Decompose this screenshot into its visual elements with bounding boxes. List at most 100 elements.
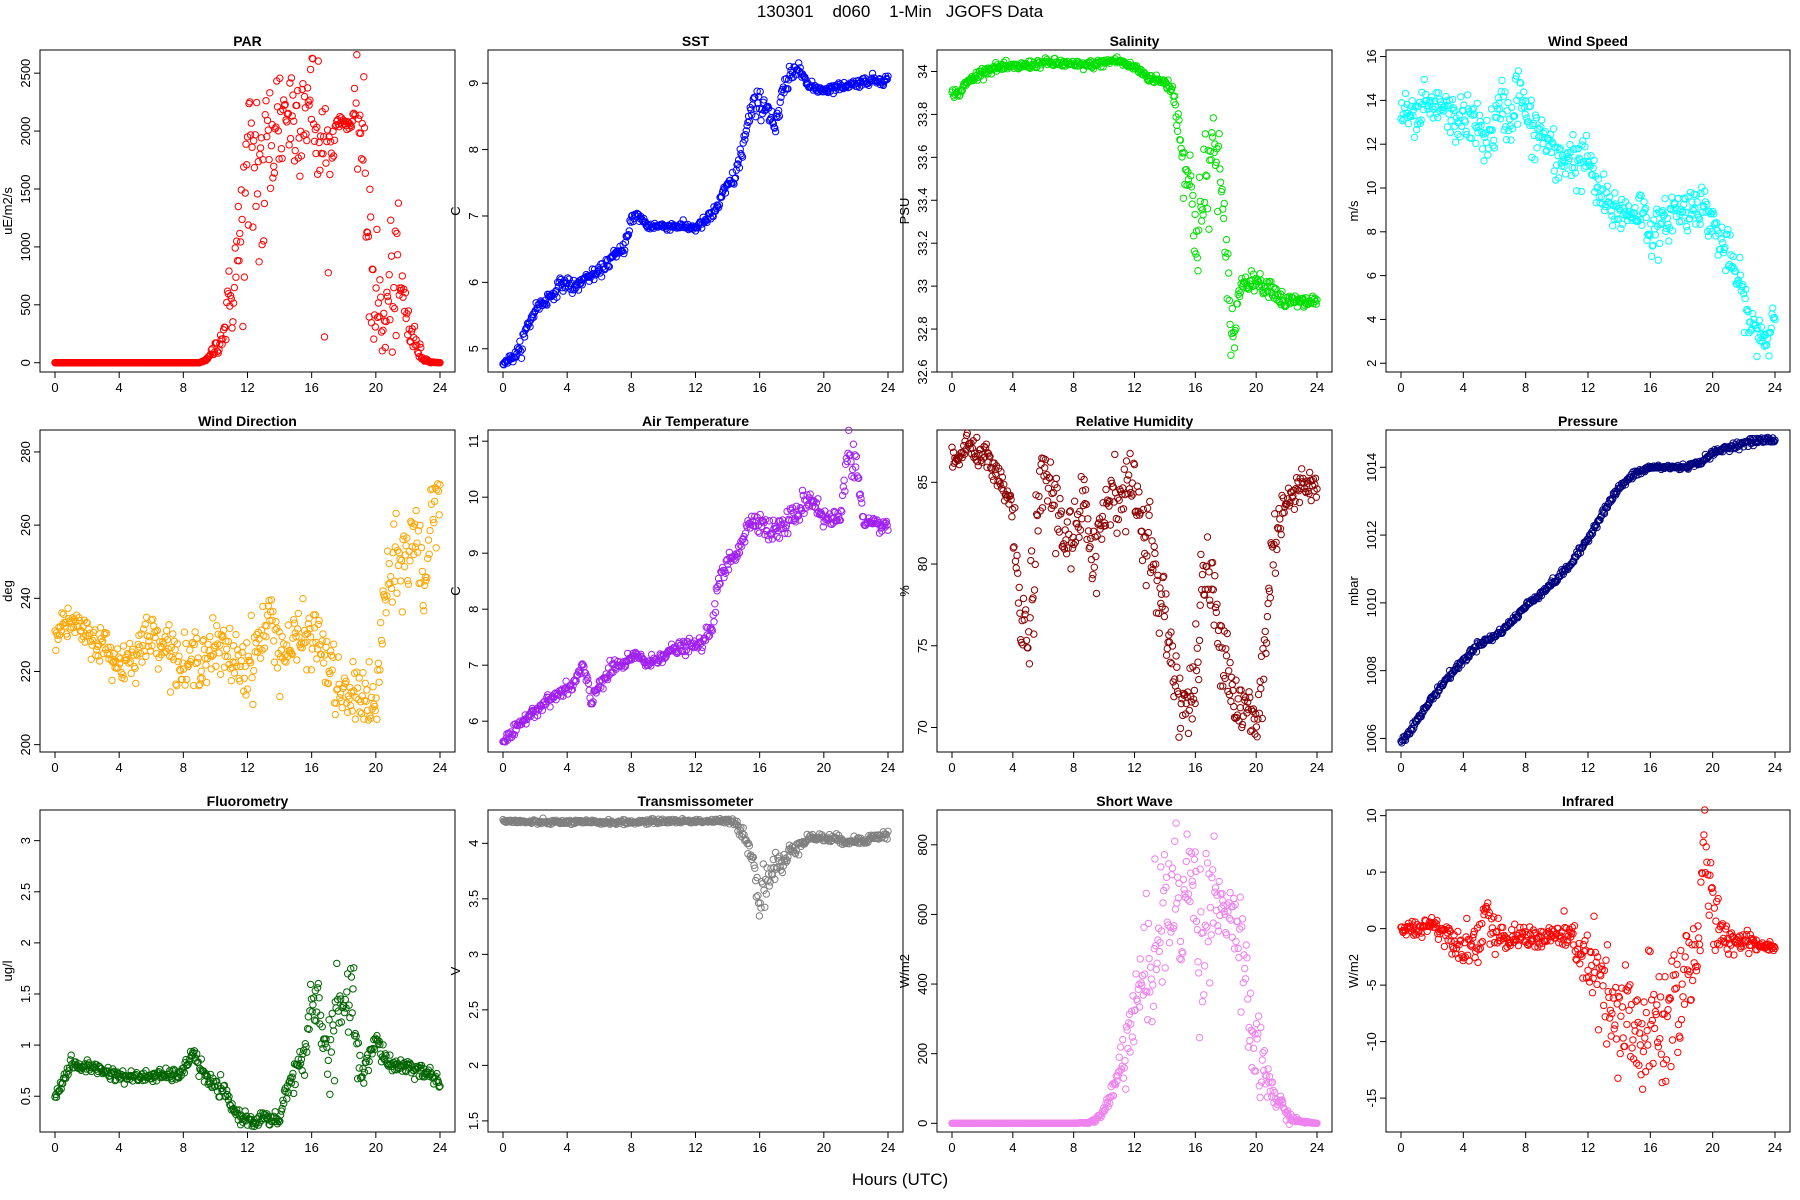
data-point <box>329 1021 337 1029</box>
x-tick-label: 8 <box>1522 380 1529 395</box>
data-point <box>1162 590 1170 598</box>
data-point <box>382 317 390 326</box>
data-point <box>517 354 526 362</box>
data-point <box>1397 115 1405 123</box>
data-point <box>380 309 388 318</box>
data-point <box>67 1051 75 1059</box>
data-point <box>387 216 395 224</box>
data-point <box>1665 237 1673 245</box>
data-point <box>325 133 333 141</box>
data-point <box>230 669 239 677</box>
data-point <box>1203 172 1211 181</box>
data-point <box>356 1051 364 1060</box>
data-point <box>1570 164 1579 172</box>
data-point <box>1461 118 1470 126</box>
data-point <box>1195 173 1204 182</box>
data-point <box>225 267 233 275</box>
data-point <box>1657 219 1666 227</box>
x-tick-label: 4 <box>116 380 123 395</box>
x-tick-label: 16 <box>304 760 318 775</box>
data-point <box>1216 178 1225 187</box>
data-point <box>1398 116 1407 125</box>
data-point <box>1225 296 1234 305</box>
data-point <box>1169 92 1177 100</box>
y-tick-label: 75 <box>915 639 930 653</box>
data-point <box>343 988 351 996</box>
data-point <box>865 81 873 90</box>
x-tick-label: 24 <box>433 380 447 395</box>
data-point <box>289 91 297 99</box>
data-point <box>1575 154 1583 162</box>
data-point <box>1704 227 1712 236</box>
data-point <box>1456 133 1464 141</box>
data-point <box>231 244 239 252</box>
data-point <box>1609 201 1618 210</box>
data-point <box>1114 515 1123 524</box>
data-point <box>273 664 282 672</box>
data-point <box>276 74 284 82</box>
data-point <box>1626 208 1634 216</box>
data-point <box>1224 250 1232 258</box>
x-tick-label: 12 <box>1127 380 1141 395</box>
data-point <box>1237 686 1245 694</box>
x-tick-label: 8 <box>628 380 635 395</box>
data-point <box>393 589 401 597</box>
data-points <box>51 51 444 367</box>
data-point <box>1488 126 1497 134</box>
data-point <box>1416 119 1425 127</box>
data-point <box>1205 568 1213 576</box>
x-tick-label: 24 <box>881 1140 895 1155</box>
data-point <box>770 123 778 132</box>
data-point <box>367 213 375 221</box>
data-point <box>1443 123 1452 131</box>
y-tick-label: 33.4 <box>915 188 930 213</box>
data-point <box>1659 212 1668 220</box>
data-point <box>197 667 206 675</box>
data-point <box>1498 76 1506 85</box>
data-point <box>219 335 227 343</box>
data-point <box>1511 112 1519 120</box>
x-tick-label: 4 <box>564 380 571 395</box>
data-point <box>1668 193 1676 201</box>
data-point <box>1184 175 1193 184</box>
data-points <box>51 480 444 724</box>
data-point <box>1501 88 1509 96</box>
data-point <box>244 221 253 229</box>
data-point <box>1102 485 1110 494</box>
data-point <box>1122 457 1131 465</box>
data-point <box>186 646 194 654</box>
data-point <box>309 1001 317 1009</box>
data-point <box>221 323 229 332</box>
x-tick-label: 24 <box>1310 380 1324 395</box>
data-point <box>605 263 613 271</box>
data-point <box>1234 290 1242 299</box>
data-point <box>1693 198 1701 206</box>
x-tick-label: 24 <box>1768 380 1782 395</box>
data-point <box>743 121 751 130</box>
x-tick-label: 16 <box>304 1140 318 1155</box>
x-tick-label: 4 <box>1009 380 1016 395</box>
data-point <box>738 153 747 161</box>
data-point <box>1203 533 1212 541</box>
data-point <box>286 134 295 143</box>
data-point <box>1457 93 1465 101</box>
data-point <box>1736 253 1744 262</box>
data-point <box>1092 552 1100 561</box>
data-point <box>1512 72 1520 80</box>
data-point <box>352 99 360 107</box>
data-point <box>276 107 285 116</box>
data-point <box>353 165 362 173</box>
data-point <box>1214 142 1223 151</box>
data-point <box>789 73 797 81</box>
data-point <box>1600 170 1608 178</box>
data-point <box>353 51 361 59</box>
data-point <box>756 87 764 96</box>
data-point <box>229 642 238 650</box>
data-point <box>1699 202 1707 210</box>
data-point <box>214 349 222 357</box>
